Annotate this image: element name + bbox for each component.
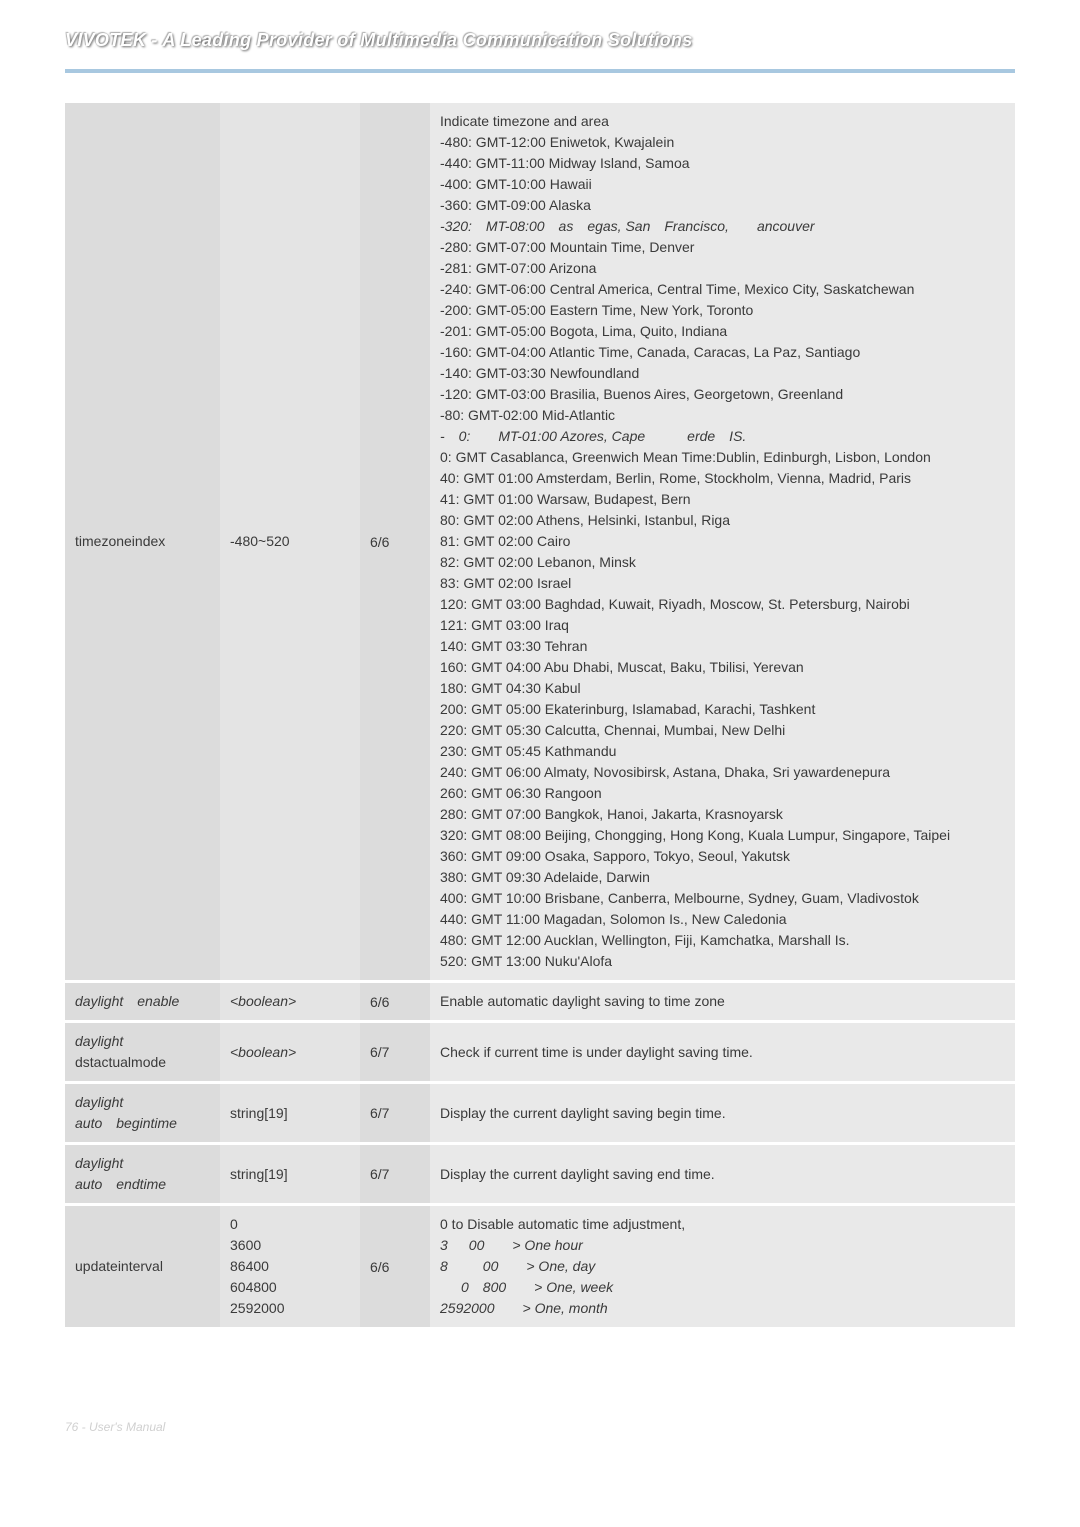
param-name-cell: timezoneindex: [65, 103, 220, 982]
param-sec-cell: 6/6: [360, 103, 430, 982]
param-sec-cell: 6/7: [360, 1022, 430, 1083]
param-sec-cell: 6/6: [360, 1205, 430, 1329]
param-value-cell: string[19]: [220, 1144, 360, 1205]
param-name-cell: daylightauto begintime: [65, 1083, 220, 1144]
table-row: daylightauto endtimestring[19]6/7Display…: [65, 1144, 1015, 1205]
table-row: daylightdstactualmode<boolean>6/7Check i…: [65, 1022, 1015, 1083]
param-sec-cell: 6/7: [360, 1144, 430, 1205]
param-desc-cell: Indicate timezone and area-480: GMT-12:0…: [430, 103, 1015, 982]
param-value-cell: string[19]: [220, 1083, 360, 1144]
param-desc-cell: Check if current time is under daylight …: [430, 1022, 1015, 1083]
table-row: daylightauto begintimestring[19]6/7Displ…: [65, 1083, 1015, 1144]
table-row: daylight enable<boolean>6/6Enable automa…: [65, 982, 1015, 1022]
param-name-cell: daylightauto endtime: [65, 1144, 220, 1205]
param-sec-cell: 6/6: [360, 982, 430, 1022]
param-value-cell: -480~520: [220, 103, 360, 982]
param-value-cell: <boolean>: [220, 982, 360, 1022]
parameter-table-body: timezoneindex-480~5206/6Indicate timezon…: [65, 103, 1015, 1329]
param-name-cell: updateinterval: [65, 1205, 220, 1329]
page-header-title: VIVOTEK - A Leading Provider of Multimed…: [65, 30, 1015, 51]
table-row: updateinterval036008640060480025920006/6…: [65, 1205, 1015, 1329]
param-value-cell: 03600864006048002592000: [220, 1205, 360, 1329]
param-sec-cell: 6/7: [360, 1083, 430, 1144]
page-footer: 76 - User's Manual: [65, 1420, 1015, 1434]
table-row: timezoneindex-480~5206/6Indicate timezon…: [65, 103, 1015, 982]
param-value-cell: <boolean>: [220, 1022, 360, 1083]
param-desc-cell: Enable automatic daylight saving to time…: [430, 982, 1015, 1022]
param-desc-cell: Display the current daylight saving end …: [430, 1144, 1015, 1205]
param-name-cell: daylight enable: [65, 982, 220, 1022]
header-band: VIVOTEK - A Leading Provider of Multimed…: [65, 30, 1015, 73]
param-name-cell: daylightdstactualmode: [65, 1022, 220, 1083]
page: VIVOTEK - A Leading Provider of Multimed…: [0, 0, 1080, 1474]
parameter-table: timezoneindex-480~5206/6Indicate timezon…: [65, 103, 1015, 1330]
param-desc-cell: Display the current daylight saving begi…: [430, 1083, 1015, 1144]
param-desc-cell: 0 to Disable automatic time adjustment,3…: [430, 1205, 1015, 1329]
